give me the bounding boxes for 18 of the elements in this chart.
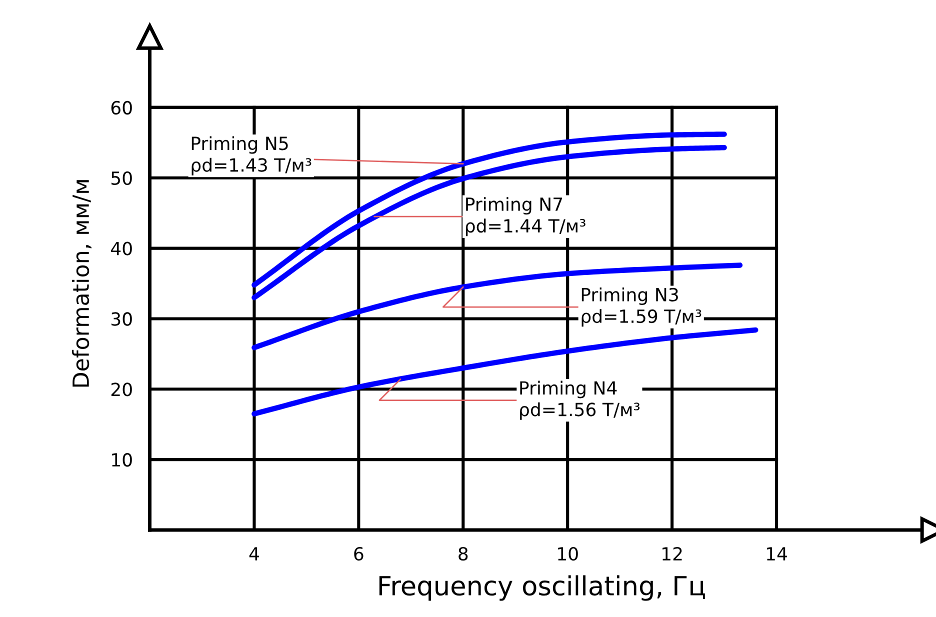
x-tick-label: 4 [249,547,259,560]
annotation: Priming N5 ρd=1.43 T/м³ [192,136,312,176]
y-tick-label: 50 [112,171,132,185]
x-tick-label: 10 [558,546,578,561]
x-tick-label: 8 [458,546,468,561]
annotation: Priming N7 ρd=1.44 T/м³ [466,197,586,236]
y-axis-title: Deformation, мм/м [72,180,92,387]
y-tick-label: 60 [111,100,132,115]
annotation: Priming N4 ρd=1.56 T/м³ [520,380,640,420]
annotation: Priming N3 ρd=1.59 T/м³ [582,288,702,327]
x-tick-label: 12 [662,546,682,560]
x-tick-label: 14 [767,547,787,560]
y-tick-label: 10 [112,453,132,467]
y-tick-label: 20 [111,382,132,396]
y-tick-label: 30 [111,312,132,326]
y-tick-label: 40 [111,242,132,256]
x-tick-label: 6 [354,546,364,561]
x-axis-title: Frequency oscillating, Гц [379,575,705,601]
